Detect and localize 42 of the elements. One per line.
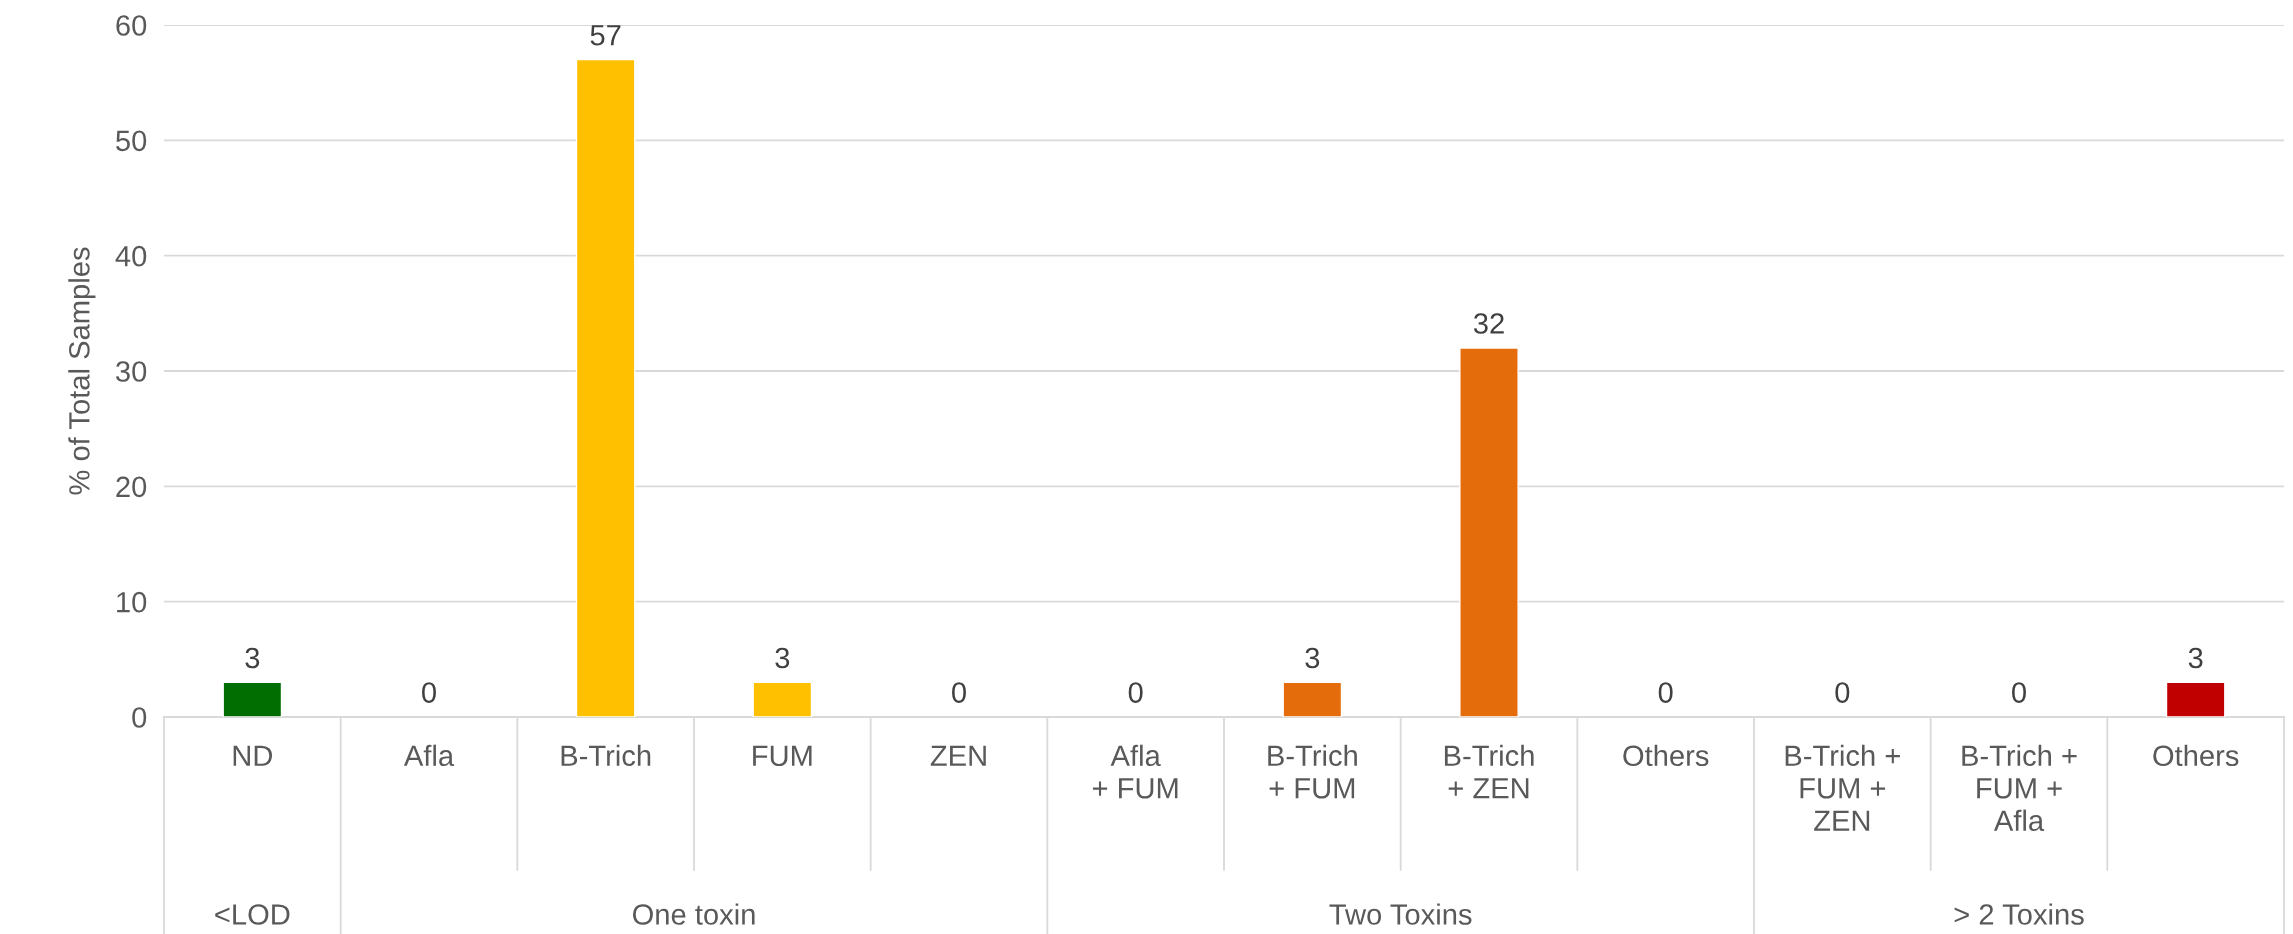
data-label: 3 xyxy=(2188,647,2203,669)
x-tick-label: B-Trich xyxy=(561,744,651,767)
bar xyxy=(1459,347,1519,717)
y-tick-label: 60 xyxy=(116,15,147,36)
y-tick-label: 30 xyxy=(116,361,147,382)
y-tick-label: 50 xyxy=(116,130,147,152)
x-tick-label: Others xyxy=(1623,744,1709,767)
y-tick-label: 20 xyxy=(116,476,147,498)
x-tick-label: B-Trich + FUM + Afla xyxy=(1962,744,2077,832)
x-tick-label: FUM xyxy=(753,745,812,767)
data-label: 0 xyxy=(1128,682,1143,703)
y-tick-label: 10 xyxy=(117,591,147,613)
x-tick-label: Afla xyxy=(403,744,455,767)
y-tick-label: 40 xyxy=(115,245,147,267)
x-tick-label: B-Trich + ZEN xyxy=(1444,744,1534,799)
data-label: 3 xyxy=(1305,647,1320,669)
data-label: 0 xyxy=(952,682,966,703)
x-tick-label: Others xyxy=(2153,744,2239,767)
x-tick-label: Afla + FUM xyxy=(1092,744,1178,799)
bar xyxy=(222,681,283,717)
text: Two Toxins xyxy=(1329,903,1472,925)
y-tick-label: 0 xyxy=(132,707,147,728)
bar xyxy=(752,681,813,717)
data-label: 0 xyxy=(2012,682,2026,703)
x-tick-label: ND xyxy=(233,745,272,766)
data-label: 57 xyxy=(590,25,621,46)
bar xyxy=(575,58,636,717)
y-axis-title: % of Total Samples xyxy=(68,247,96,495)
text: One toxin xyxy=(632,903,755,925)
text: <LOD xyxy=(215,904,290,925)
data-label: 32 xyxy=(1473,313,1504,334)
data-label: 0 xyxy=(1835,682,1850,703)
x-tick-label: B-Trich + FUM xyxy=(1268,744,1357,799)
data-label: 3 xyxy=(245,647,260,669)
bar xyxy=(1282,681,1343,717)
data-label: 0 xyxy=(422,682,436,703)
text: > 2 Toxins xyxy=(1954,903,2084,925)
data-label: 0 xyxy=(1658,682,1673,703)
x-tick-label: B-Trich + FUM + ZEN xyxy=(1785,744,1900,831)
bar xyxy=(2165,681,2226,717)
data-label: 3 xyxy=(775,647,790,669)
x-tick-label: ZEN xyxy=(930,745,986,766)
